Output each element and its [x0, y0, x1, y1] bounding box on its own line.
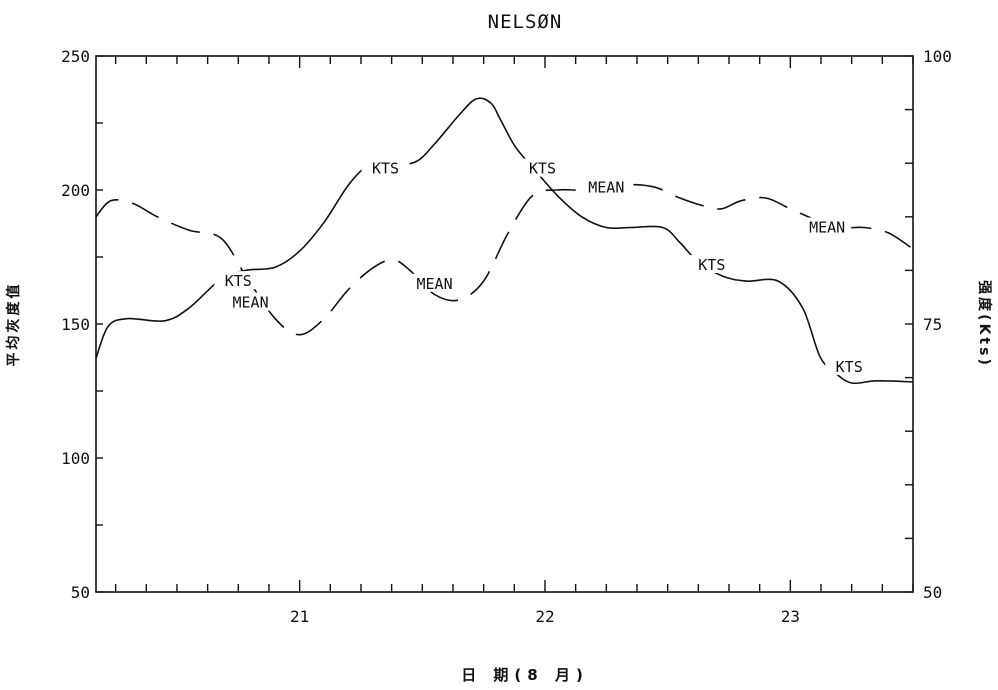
series-lines — [95, 97, 914, 385]
y-left-tick-label: 100 — [61, 449, 90, 468]
series-label-mean: MEAN — [417, 275, 453, 293]
series-label-bg — [582, 177, 631, 196]
plot-frame — [95, 55, 914, 593]
x-tick-label: 23 — [781, 607, 800, 626]
series-label-bg — [825, 356, 874, 375]
x-ticks: 21 22 23 — [114, 56, 914, 626]
series-line-kts — [95, 97, 914, 385]
series-label-bg — [226, 292, 275, 311]
series-labels: KTS KTS KTS KTS KTS MEAN MEAN MEAN MEAN — [214, 158, 874, 376]
y-right-ticks: 50 75 100 — [905, 47, 952, 602]
series-label-bg — [361, 158, 410, 177]
y-left-tick-label: 50 — [71, 583, 90, 602]
series-label-mean: MEAN — [233, 294, 269, 312]
x-tick-label: 21 — [290, 607, 309, 626]
series-line-mean — [95, 183, 914, 336]
series-label-bg — [518, 158, 567, 177]
series-label-mean: MEAN — [809, 219, 845, 237]
x-axis-label: 日 期(8 月) — [461, 666, 589, 684]
y-left-tick-label: 150 — [61, 315, 90, 334]
series-label-bg — [410, 273, 459, 292]
y-left-tick-label: 200 — [61, 181, 90, 200]
y-axis-label-left: 平均灰度值 — [5, 282, 22, 367]
series-label-mean: MEAN — [588, 178, 624, 196]
y-right-tick-label: 75 — [923, 315, 942, 334]
series-label-kts: KTS — [372, 160, 399, 178]
y-axis-label-right: 强度(Kts) — [976, 280, 993, 368]
x-tick-label: 22 — [535, 607, 554, 626]
series-label-bg — [803, 217, 852, 236]
y-left-ticks: 50 100 150 200 250 — [61, 47, 103, 602]
series-label-kts: KTS — [225, 272, 252, 290]
y-right-tick-label: 100 — [923, 47, 952, 66]
series-label-kts: KTS — [529, 160, 556, 178]
y-right-tick-label: 50 — [923, 583, 942, 602]
series-label-bg — [214, 271, 263, 290]
chart-title: NELSØN — [488, 11, 563, 33]
y-left-tick-label: 250 — [61, 47, 90, 66]
series-label-bg — [687, 255, 736, 274]
series-label-kts: KTS — [698, 256, 725, 274]
series-label-kts: KTS — [836, 358, 863, 376]
